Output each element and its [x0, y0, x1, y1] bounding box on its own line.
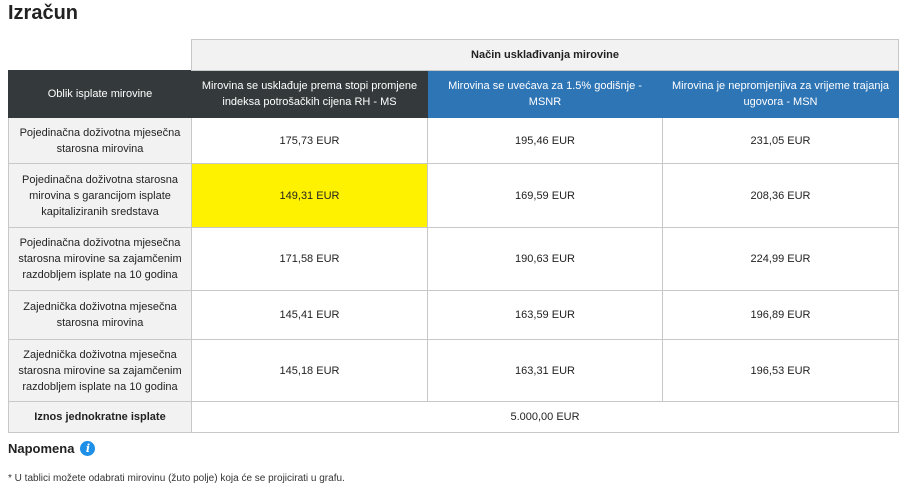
value-cell[interactable]: 171,58 EUR — [191, 227, 428, 291]
table-row: Pojedinačna doživotna mjesečna starosna … — [8, 117, 900, 164]
row-label: Pojedinačna doživotna starosna mirovina … — [8, 163, 192, 228]
pension-table: Način usklađivanja mirovine Oblik isplat… — [8, 39, 900, 433]
page-title: Izračun — [8, 2, 79, 24]
value-cell[interactable]: 145,41 EUR — [191, 290, 428, 340]
row-label: Zajednička doživotna mjesečna starosna m… — [8, 339, 192, 402]
column-header-ms: Mirovina se usklađuje prema stopi promje… — [191, 70, 428, 118]
column-header-msnr: Mirovina se uvećava za 1.5% godišnje - M… — [427, 70, 663, 118]
value-cell[interactable]: 224,99 EUR — [661, 227, 900, 291]
value-cell[interactable]: 190,63 EUR — [427, 227, 663, 291]
value-cell[interactable]: 231,05 EUR — [661, 117, 900, 164]
value-cell[interactable]: 163,31 EUR — [427, 339, 663, 402]
value-cell[interactable]: 196,89 EUR — [661, 290, 900, 340]
value-cell[interactable]: 175,73 EUR — [191, 117, 428, 164]
info-icon[interactable]: i — [80, 441, 96, 456]
footer-value: 5.000,00 EUR — [190, 401, 900, 433]
footer-row: Iznos jednokratne isplate 5.000,00 EUR — [8, 401, 900, 433]
table-row: Zajednička doživotna mjesečna starosna m… — [8, 290, 900, 340]
column-header-msn: Mirovina je nepromjenjiva za vrijeme tra… — [661, 70, 900, 118]
row-label: Pojedinačna doživotna mjesečna starosna … — [8, 117, 192, 164]
napomena-label: Napomena — [8, 441, 75, 456]
table-row: Zajednička doživotna mjesečna starosna m… — [8, 339, 900, 402]
table-row: Pojedinačna doživotna mjesečna starosna … — [8, 227, 900, 291]
row-label: Zajednička doživotna mjesečna starosna m… — [8, 290, 192, 340]
value-cell[interactable]: 145,18 EUR — [191, 339, 428, 402]
value-cell[interactable]: 208,36 EUR — [661, 163, 900, 228]
group-header: Način usklađivanja mirovine — [190, 39, 900, 71]
value-cell[interactable]: 196,53 EUR — [661, 339, 900, 402]
value-cell[interactable]: 169,59 EUR — [427, 163, 663, 228]
row-label: Pojedinačna doživotna mjesečna starosna … — [8, 227, 192, 291]
value-cell[interactable]: 163,59 EUR — [427, 290, 663, 340]
footer-label: Iznos jednokratne isplate — [8, 401, 192, 433]
selected-value-cell[interactable]: 149,31 EUR — [191, 163, 428, 228]
footnote: * U tablici možete odabrati mirovinu (žu… — [8, 473, 345, 484]
row-header-label: Oblik isplate mirovine — [8, 70, 192, 118]
table-row: Pojedinačna doživotna starosna mirovina … — [8, 163, 900, 228]
napomena-heading: Napomena i — [8, 441, 96, 456]
empty-corner — [8, 39, 192, 71]
value-cell[interactable]: 195,46 EUR — [427, 117, 663, 164]
